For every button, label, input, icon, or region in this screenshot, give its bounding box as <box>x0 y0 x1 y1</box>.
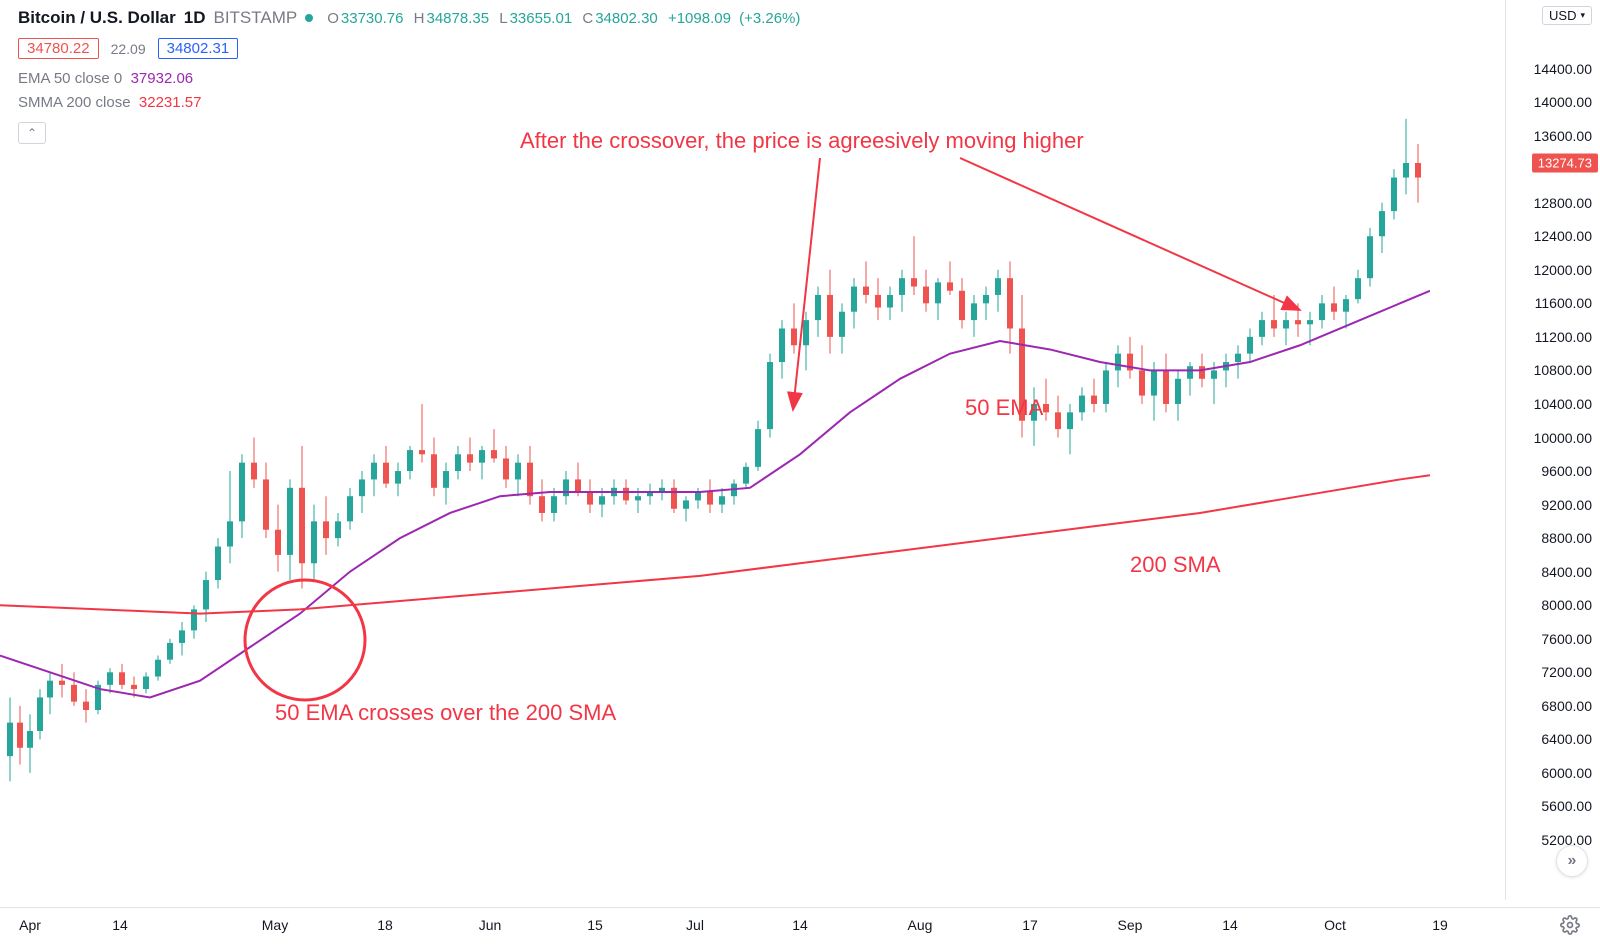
scroll-right-button[interactable]: » <box>1556 845 1588 877</box>
y-tick-label: 6800.00 <box>1541 698 1592 714</box>
current-price-tag: 13274.73 <box>1532 153 1598 172</box>
x-tick-label: Oct <box>1324 917 1346 933</box>
x-tick-label: Aug <box>908 917 933 933</box>
x-tick-label: 19 <box>1432 917 1448 933</box>
y-tick-label: 6400.00 <box>1541 731 1592 747</box>
x-tick-label: Jul <box>686 917 704 933</box>
gear-icon <box>1560 915 1580 935</box>
y-tick-label: 13600.00 <box>1534 128 1592 144</box>
y-tick-label: 14000.00 <box>1534 94 1592 110</box>
y-tick-label: 9600.00 <box>1541 463 1592 479</box>
x-tick-label: 14 <box>112 917 128 933</box>
currency-dropdown[interactable]: USD ▾ <box>1542 6 1592 25</box>
annotation-cross-label: 50 EMA crosses over the 200 SMA <box>275 700 616 726</box>
y-tick-label: 14400.00 <box>1534 61 1592 77</box>
settings-button[interactable] <box>1560 915 1580 935</box>
y-tick-label: 8400.00 <box>1541 564 1592 580</box>
x-tick-label: May <box>262 917 288 933</box>
price-axis[interactable]: USD ▾ 14400.00 14000.00 13600.00 12800.00 12… <box>1505 0 1600 900</box>
y-tick-label: 10000.00 <box>1534 430 1592 446</box>
time-axis[interactable]: Apr 14 May 18 Jun 15 Jul 14 Aug 17 Sep 14 Oct 19 <box>0 907 1600 945</box>
x-tick-label: 18 <box>377 917 393 933</box>
y-tick-label: 5600.00 <box>1541 798 1592 814</box>
y-tick-label: 10800.00 <box>1534 362 1592 378</box>
chevron-down-icon: ▾ <box>1580 10 1585 21</box>
y-tick-label: 10400.00 <box>1534 396 1592 412</box>
y-tick-label: 12800.00 <box>1534 195 1592 211</box>
y-tick-label: 11600.00 <box>1535 295 1592 311</box>
annotation-crossover-text: After the crossover, the price is agrees… <box>520 128 1084 154</box>
ema50-label: 50 EMA <box>965 395 1043 421</box>
y-tick-label: 12400.00 <box>1534 228 1592 244</box>
y-tick-label: 12000.00 <box>1534 262 1592 278</box>
x-tick-label: 14 <box>1222 917 1238 933</box>
y-tick-label: 8000.00 <box>1541 597 1592 613</box>
y-tick-label: 7200.00 <box>1541 664 1592 680</box>
x-tick-label: Apr <box>19 917 41 933</box>
x-tick-label: 15 <box>587 917 603 933</box>
x-tick-label: 14 <box>792 917 808 933</box>
double-chevron-right-icon: » <box>1568 852 1577 870</box>
x-tick-label: 17 <box>1022 917 1038 933</box>
x-tick-label: Sep <box>1118 917 1143 933</box>
x-tick-label: Jun <box>479 917 502 933</box>
y-tick-label: 7600.00 <box>1541 631 1592 647</box>
y-tick-label: 6000.00 <box>1541 765 1592 781</box>
y-tick-label: 9200.00 <box>1541 497 1592 513</box>
sma200-label: 200 SMA <box>1130 552 1221 578</box>
y-tick-label: 8800.00 <box>1541 530 1592 546</box>
y-tick-label: 11200.00 <box>1535 329 1592 345</box>
